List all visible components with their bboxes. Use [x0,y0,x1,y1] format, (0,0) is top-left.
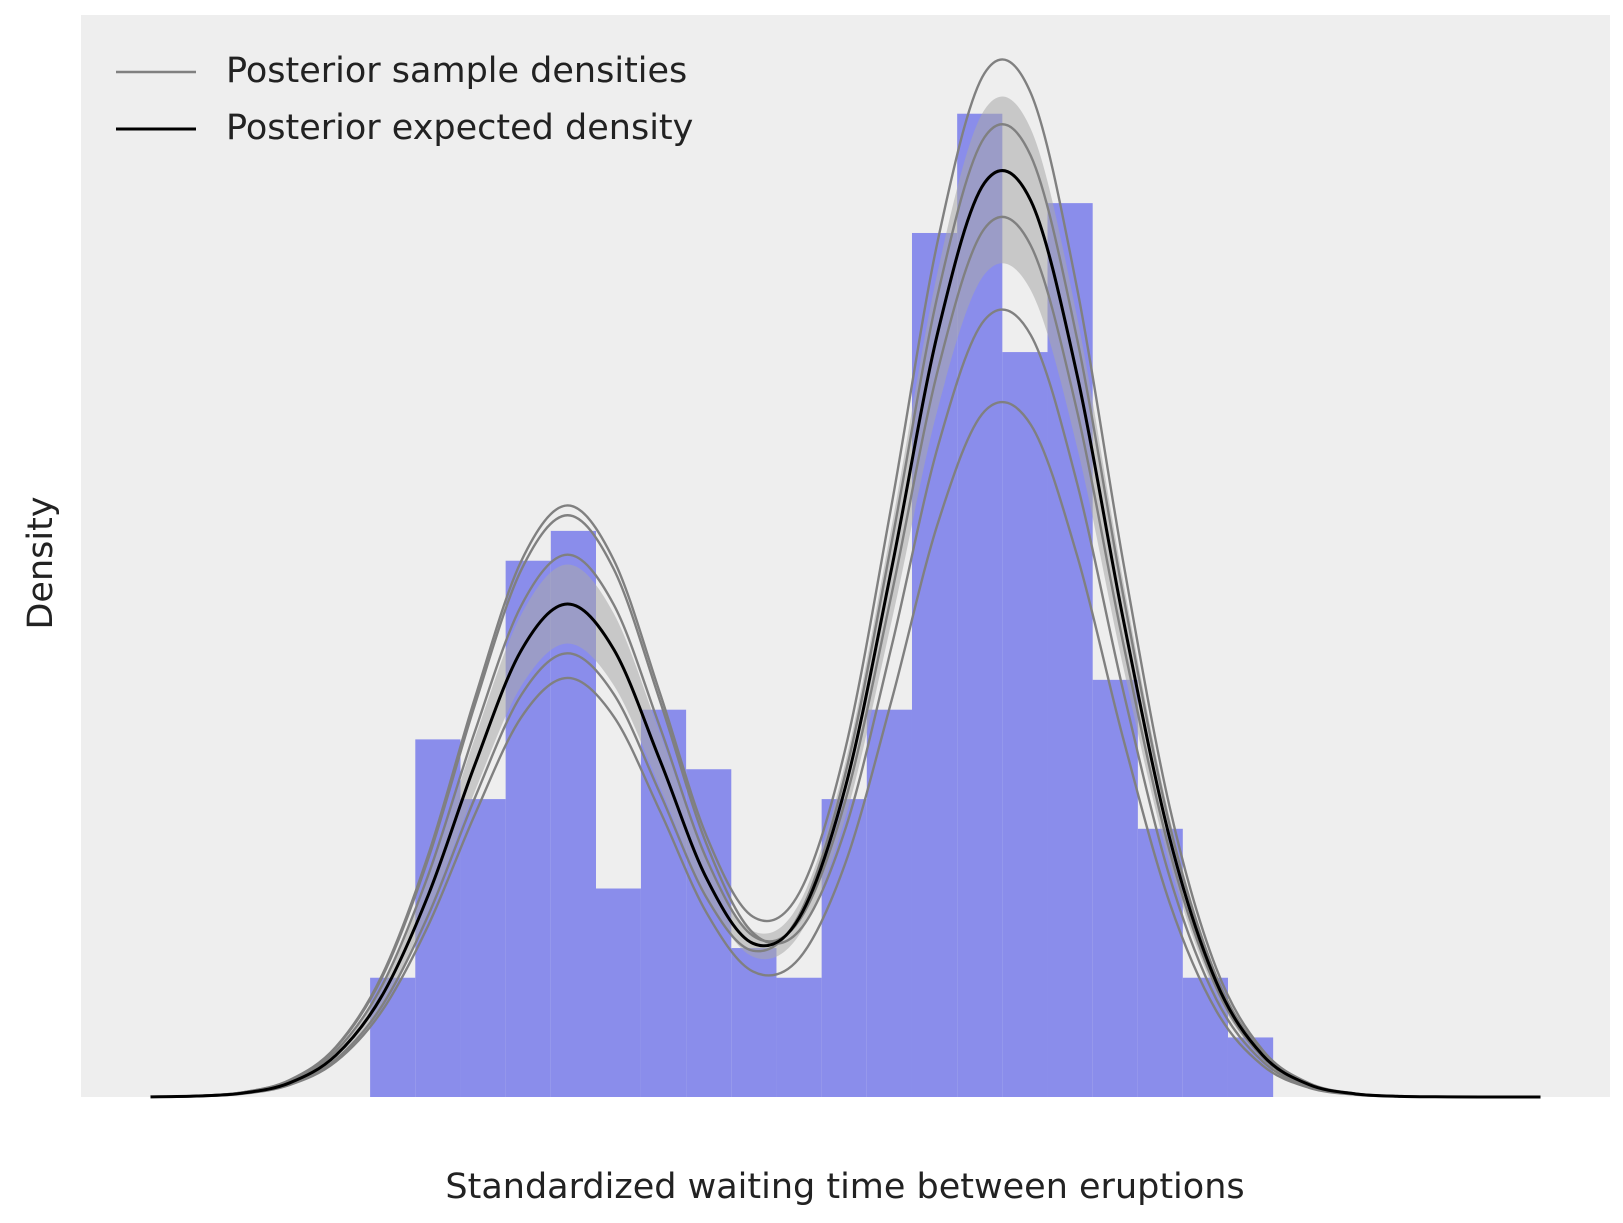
histogram-bar [1092,679,1138,1097]
marks [150,58,1541,1099]
histogram-bar [1002,352,1048,1097]
histogram-bar [731,948,777,1097]
expected-density-line [150,169,1541,1099]
legend: Posterior sample densities Posterior expe… [116,51,693,148]
sample-density-line [150,58,1541,1099]
sample-density-line [150,308,1541,1099]
sample-density-line [150,215,1541,1099]
legend-label: Posterior sample densities [226,51,687,91]
sample-density-line [150,401,1541,1099]
histogram-bar [460,799,506,1097]
x-axis-label: Standardized waiting time between erupti… [445,1167,1244,1207]
sample-density-line [150,123,1541,1099]
legend-label: Posterior expected density [226,108,693,148]
histogram-bar [776,977,822,1097]
histogram-bar [866,709,912,1097]
histogram-bar [686,769,732,1097]
y-axis-label: Density [21,496,61,629]
histogram-bar [595,888,641,1097]
